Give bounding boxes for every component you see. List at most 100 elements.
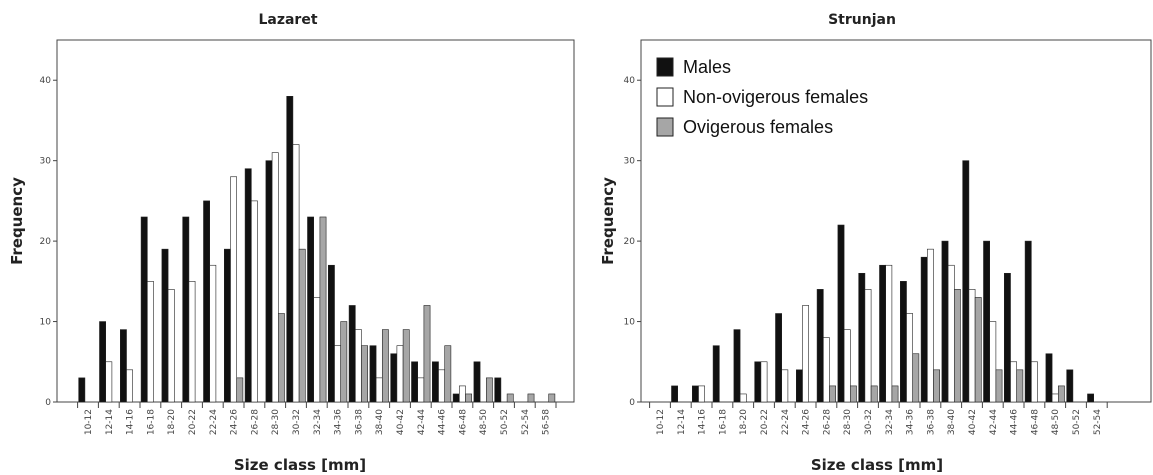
x-tick-label: 42-44	[989, 409, 999, 435]
bar-non-ovigerous	[251, 200, 258, 403]
bar-non-ovigerous	[354, 329, 362, 403]
bar-non-ovigerous	[823, 337, 830, 403]
bar-ovigerous	[485, 377, 493, 403]
bar-males	[182, 216, 190, 403]
bar-males	[307, 216, 314, 403]
bar-non-ovigerous	[105, 361, 113, 403]
bar-non-ovigerous	[802, 305, 809, 403]
x-tick-label: 28-30	[843, 409, 853, 435]
bar-males	[411, 361, 418, 403]
bar-ovigerous	[423, 305, 431, 403]
bar-ovigerous	[506, 393, 514, 403]
y-tick-label: 40	[624, 76, 636, 86]
bar-non-ovigerous	[968, 289, 976, 403]
bar-non-ovigerous	[188, 281, 196, 403]
y-tick-label: 0	[629, 398, 635, 408]
y-tick-label: 20	[40, 237, 52, 247]
x-tick-label: 26-28	[822, 409, 832, 435]
bar-non-ovigerous	[864, 289, 872, 403]
x-tick-label: 38-40	[375, 409, 385, 435]
x-tick-label: 36-38	[926, 409, 936, 435]
bar-ovigerous	[974, 297, 982, 403]
x-tick-label: 14-16	[126, 409, 136, 435]
bar-males	[99, 321, 106, 403]
bar-non-ovigerous	[885, 264, 893, 403]
x-tick-label: 18-20	[739, 409, 749, 435]
x-axis-label: Size class [mm]	[234, 456, 366, 474]
bar-non-ovigerous	[147, 281, 154, 403]
bar-non-ovigerous	[458, 385, 466, 403]
bar-ovigerous	[298, 248, 306, 403]
bar-males	[1045, 353, 1053, 403]
y-tick-label: 20	[624, 237, 636, 247]
x-tick-label: 44-46	[1010, 409, 1020, 435]
bar-males	[244, 168, 252, 403]
strunjan-chart-panel: Strunjan 0 10 20 30 40 Frequency 10-12 12-14 14-1…	[577, 0, 1153, 475]
bar-ovigerous	[319, 216, 327, 403]
bar-ovigerous	[277, 313, 285, 403]
legend-swatch	[656, 57, 674, 77]
bar-non-ovigerous	[760, 361, 768, 403]
bar-males	[473, 361, 481, 403]
x-tick-label: 20-22	[760, 409, 770, 435]
bar-non-ovigerous	[417, 377, 425, 403]
bar-non-ovigerous	[698, 385, 705, 403]
x-tick-label: 10-12	[656, 409, 666, 435]
bar-males	[796, 369, 803, 403]
legend-label: Ovigerous females	[683, 117, 833, 137]
bar-males	[140, 216, 148, 403]
bar-ovigerous	[236, 377, 244, 403]
y-tick-label: 0	[45, 398, 51, 408]
bar-ovigerous	[912, 353, 920, 403]
bar-males	[816, 289, 824, 403]
legend-swatch	[656, 87, 674, 107]
bar-males	[327, 264, 335, 403]
bar-ovigerous	[402, 329, 410, 403]
bar-non-ovigerous	[906, 313, 913, 403]
bar-males	[161, 248, 169, 403]
bar-males	[879, 264, 886, 403]
x-tick-label: 24-26	[230, 409, 240, 435]
x-tick-label: 34-36	[334, 409, 344, 435]
bar-non-ovigerous	[167, 289, 175, 403]
x-tick-label: 20-22	[188, 409, 198, 435]
chart-legend: Males Non-ovigerous females Ovigerous fema…	[656, 57, 868, 137]
x-tick-label: 44-46	[438, 409, 448, 435]
bar-males	[899, 281, 907, 403]
x-tick-label: 12-14	[105, 409, 115, 435]
x-tick-label: 40-42	[396, 409, 406, 435]
legend-label: Non-ovigerous females	[683, 87, 868, 107]
bar-males	[962, 160, 970, 403]
bar-males	[120, 329, 127, 403]
bar-males	[452, 393, 460, 403]
bar-non-ovigerous	[209, 264, 217, 403]
bar-males	[286, 96, 294, 403]
x-tick-label: 48-50	[479, 409, 489, 435]
x-tick-label: 30-32	[864, 409, 874, 435]
bar-males	[941, 240, 949, 403]
x-tick-label: 32-34	[885, 409, 895, 435]
bar-males	[78, 377, 86, 403]
bar-non-ovigerous	[947, 264, 955, 403]
bar-males	[692, 385, 699, 403]
bar-ovigerous	[870, 385, 878, 403]
bar-ovigerous	[361, 345, 368, 403]
x-tick-label: 28-30	[271, 409, 281, 435]
bar-males	[390, 353, 398, 403]
y-tick-label: 40	[40, 76, 52, 86]
bar-non-ovigerous	[126, 369, 133, 403]
bar-non-ovigerous	[375, 377, 383, 403]
x-tick-label: 48-50	[1051, 409, 1061, 435]
bar-males	[754, 361, 762, 403]
y-tick-label: 30	[40, 157, 52, 167]
bar-non-ovigerous	[230, 176, 237, 403]
bar-non-ovigerous	[739, 393, 747, 403]
x-tick-label: 22-24	[781, 409, 791, 435]
bar-non-ovigerous	[989, 321, 997, 403]
bar-ovigerous	[1057, 385, 1065, 403]
x-tick-label: 52-54	[521, 409, 531, 435]
x-axis-label: Size class [mm]	[811, 456, 943, 474]
bar-males	[348, 305, 356, 403]
bar-males	[671, 385, 678, 403]
x-tick-label: 46-48	[458, 409, 468, 435]
